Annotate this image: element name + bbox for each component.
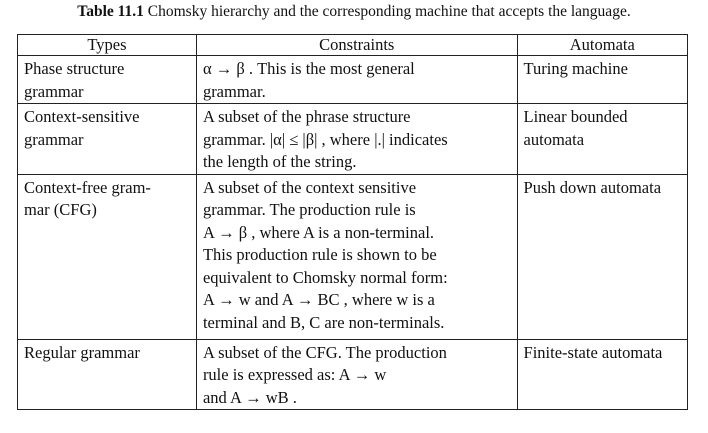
header-types: Types <box>17 34 197 56</box>
constraint-line: A subset of the context sensitive <box>202 177 417 197</box>
table-number: Table 11.1 <box>77 3 144 20</box>
constraint-line: This production rule is shown to be <box>202 245 437 264</box>
automata-line: automata <box>523 129 585 149</box>
type-line: Regular grammar <box>24 342 140 362</box>
automata-line: Turing machine <box>523 59 628 78</box>
automata-cell: Push down automata <box>516 173 689 340</box>
constraint-line: grammar. <box>202 81 266 101</box>
constraint-line: A subset of the phrase structure <box>202 107 411 126</box>
table-row: Context-free gram- mar (CFG) A subset of… <box>17 173 689 340</box>
constraint-line: and A → wB . <box>202 387 297 407</box>
type-line: mar (CFG) <box>24 200 97 219</box>
type-line: Phase structure <box>24 59 125 78</box>
type-line: grammar <box>24 129 84 149</box>
automata-cell: Finite-state automata <box>516 338 689 410</box>
header-row: Types Constraints Automata <box>17 34 689 56</box>
constraint-line: A subset of the CFG. The production <box>202 342 447 362</box>
constraint-cell: A subset of the context sensitive gramma… <box>195 173 518 340</box>
header-constraints: Constraints <box>195 34 518 56</box>
constraint-line: rule is expressed as: A → w <box>202 365 387 384</box>
constraint-line: grammar. |α| ≤ |β| , where |.| indicates <box>202 129 448 149</box>
automata-cell: Turing machine <box>516 55 689 104</box>
constraint-cell: A subset of the CFG. The production rule… <box>195 338 518 410</box>
automata-cell: Linear bounded automata <box>516 103 689 175</box>
type-cell: Context-free gram- mar (CFG) <box>17 173 197 340</box>
constraint-line: A → β , where A is a non-terminal. <box>202 222 435 242</box>
automata-line: Linear bounded <box>523 107 628 126</box>
constraint-line: A → w and A → BC , where w is a <box>202 290 435 309</box>
type-line: Context-sensitive <box>24 107 140 126</box>
type-line: grammar <box>24 81 84 101</box>
constraint-line: equivalent to Chomsky normal form: <box>202 267 448 287</box>
type-line: Context-free gram- <box>24 177 151 197</box>
constraint-cell: α → β . This is the most general grammar… <box>195 55 518 104</box>
table-row: Regular grammar A subset of the CFG. The… <box>17 338 689 410</box>
header-automata: Automata <box>516 34 689 56</box>
automata-line: Push down automata <box>523 177 662 197</box>
table-row: Phase structure grammar α → β . This is … <box>17 55 689 104</box>
automata-line: Finite-state automata <box>523 342 663 362</box>
constraint-cell: A subset of the phrase structure grammar… <box>195 103 518 175</box>
constraint-line: α → β . This is the most general <box>202 59 415 78</box>
type-cell: Phase structure grammar <box>17 55 197 104</box>
chomsky-hierarchy-table: Types Constraints Automata Phase structu… <box>17 34 689 410</box>
table-caption: Table 11.1 Chomsky hierarchy and the cor… <box>0 3 708 21</box>
type-cell: Context-sensitive grammar <box>17 103 197 175</box>
constraint-line: grammar. The production rule is <box>202 200 416 219</box>
table-row: Context-sensitive grammar A subset of th… <box>17 103 689 175</box>
constraint-line: terminal and B, C are non-terminals. <box>202 312 445 332</box>
table-title: Chomsky hierarchy and the corresponding … <box>147 3 631 20</box>
type-cell: Regular grammar <box>17 338 197 410</box>
constraint-line: the length of the string. <box>202 152 357 171</box>
